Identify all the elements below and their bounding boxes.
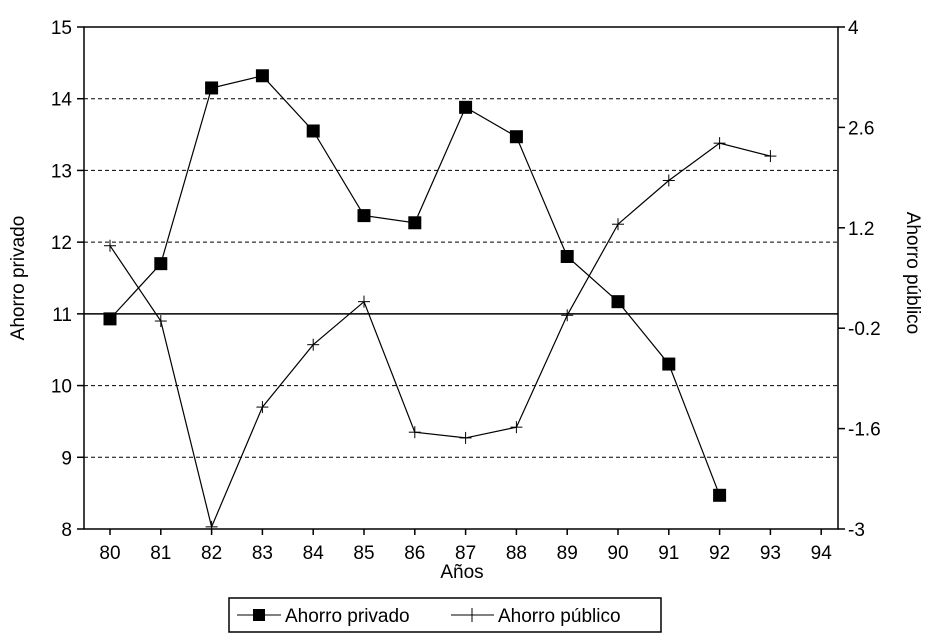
y-left-tick-label-13: 13 [51, 161, 72, 182]
x-tick-label-88: 88 [506, 543, 527, 564]
y-left-tick-label-8: 8 [61, 520, 72, 541]
x-tick-label-92: 92 [709, 543, 730, 564]
legend-label-publico: Ahorro público [498, 606, 621, 627]
y-right-tick-label--3: -3 [848, 520, 865, 541]
point-ahorro-publico-89 [561, 309, 574, 322]
point-ahorro-publico-81 [154, 315, 167, 328]
point-ahorro-privado-89 [560, 249, 574, 263]
point-ahorro-publico-93 [764, 150, 777, 163]
y-right-tick-label--0.2: -0.2 [848, 319, 881, 340]
legend-box [228, 597, 662, 633]
point-ahorro-privado-91 [662, 357, 676, 371]
point-ahorro-publico-92 [713, 137, 726, 150]
y-left-tick-label-14: 14 [51, 90, 73, 111]
point-ahorro-privado-92 [713, 488, 727, 502]
x-tick-label-86: 86 [404, 543, 425, 564]
point-ahorro-privado-86 [408, 216, 422, 230]
y-axis-right-title: Ahorro público [902, 212, 923, 335]
x-axis-title: Años [440, 562, 483, 583]
x-tick-label-93: 93 [760, 543, 781, 564]
y-left-tick-label-12: 12 [51, 233, 72, 254]
point-ahorro-privado-84 [306, 124, 320, 138]
x-tick-label-85: 85 [353, 543, 374, 564]
x-tick-label-83: 83 [252, 543, 273, 564]
point-ahorro-publico-86 [408, 426, 421, 439]
grid-lines [84, 98, 838, 458]
x-tick-label-81: 81 [150, 543, 171, 564]
x-tick-label-94: 94 [811, 543, 833, 564]
series-line-ahorro-publico [109, 142, 771, 529]
legend: Ahorro privado Ahorro público [228, 597, 662, 633]
point-ahorro-publico-90 [612, 218, 624, 231]
point-ahorro-privado-90 [611, 295, 625, 309]
y-axis-right-ticks: -3 -1.6 -0.2 1.2 2.6 4 [838, 18, 881, 541]
point-ahorro-privado-87 [459, 100, 473, 114]
point-ahorro-privado-85 [357, 209, 371, 223]
y-right-tick-label--1.6: -1.6 [848, 420, 881, 441]
point-ahorro-publico-88 [510, 421, 523, 434]
x-tick-label-91: 91 [658, 543, 679, 564]
point-ahorro-privado-80 [103, 312, 117, 326]
y-right-tick-label-2.6: 2.6 [848, 118, 874, 139]
x-tick-label-84: 84 [303, 543, 325, 564]
legend-marker-privado [253, 609, 265, 621]
y-left-tick-label-11: 11 [52, 305, 72, 326]
point-ahorro-publico-84 [307, 338, 320, 351]
point-ahorro-privado-83 [255, 69, 269, 83]
plot-area [83, 26, 839, 530]
point-ahorro-publico-83 [256, 401, 269, 414]
point-ahorro-privado-88 [509, 130, 523, 144]
point-ahorro-privado-82 [205, 81, 219, 95]
x-tick-label-80: 80 [99, 543, 120, 564]
series-layer [103, 69, 777, 533]
point-ahorro-publico-85 [358, 295, 370, 308]
x-tick-label-90: 90 [607, 543, 628, 564]
legend-label-privado: Ahorro privado [285, 606, 410, 627]
point-ahorro-publico-91 [662, 174, 675, 187]
y-axis-left-ticks: 8 9 10 11 12 13 14 15 [51, 18, 84, 541]
x-tick-label-82: 82 [201, 543, 222, 564]
y-left-tick-label-9: 9 [61, 448, 72, 469]
y-axis-left-title: Ahorro privado [8, 216, 29, 341]
y-right-tick-label-1.2: 1.2 [848, 219, 874, 240]
point-ahorro-publico-82 [205, 520, 218, 533]
point-ahorro-publico-80 [104, 239, 116, 252]
y-left-tick-label-15: 15 [51, 18, 72, 39]
y-right-tick-label-4: 4 [848, 18, 859, 39]
x-axis-ticks: 80 81 82 83 84 85 86 87 88 89 90 91 92 93 94 [99, 529, 832, 564]
point-ahorro-publico-87 [459, 431, 472, 444]
y-left-tick-label-10: 10 [51, 377, 72, 398]
point-ahorro-privado-81 [154, 257, 168, 271]
x-tick-label-89: 89 [557, 543, 578, 564]
x-tick-label-87: 87 [455, 543, 476, 564]
